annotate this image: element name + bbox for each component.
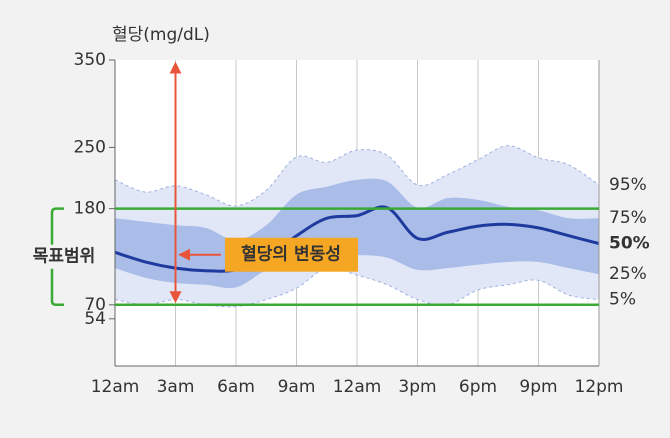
series-label: 75% xyxy=(609,208,647,228)
series-label: 95% xyxy=(609,175,647,195)
x-tick-label: 6am xyxy=(217,377,255,397)
y-tick-label: 70 xyxy=(84,295,106,315)
y-tick-label: 180 xyxy=(74,199,106,219)
label-bg xyxy=(24,244,104,269)
x-tick-label: 12am xyxy=(333,377,382,397)
x-tick-label: 6pm xyxy=(459,377,497,397)
percentile-line xyxy=(114,145,600,207)
y-tick-label: 350 xyxy=(74,50,106,70)
y-axis-title: 혈당(mg/dL) xyxy=(112,25,210,45)
x-tick-label: 3pm xyxy=(398,377,436,397)
y-tick-label: 54 xyxy=(84,309,106,329)
x-tick-label: 12am xyxy=(91,377,140,397)
x-tick-label: 3am xyxy=(157,377,195,397)
series-label: 25% xyxy=(609,264,647,284)
series-label: 50% xyxy=(609,234,650,254)
annotation-text: 혈당의 변동성 xyxy=(241,244,341,265)
x-tick-label: 9pm xyxy=(519,377,557,397)
median-line xyxy=(114,205,600,273)
percentile-line xyxy=(114,267,600,308)
target-label: 목표범위 xyxy=(33,247,96,267)
x-tick-label: 9am xyxy=(278,377,316,397)
series-label: 5% xyxy=(609,290,636,310)
annotation-box xyxy=(225,237,358,272)
y-tick-label: 250 xyxy=(74,137,106,157)
x-tick-label: 12pm xyxy=(575,377,624,397)
